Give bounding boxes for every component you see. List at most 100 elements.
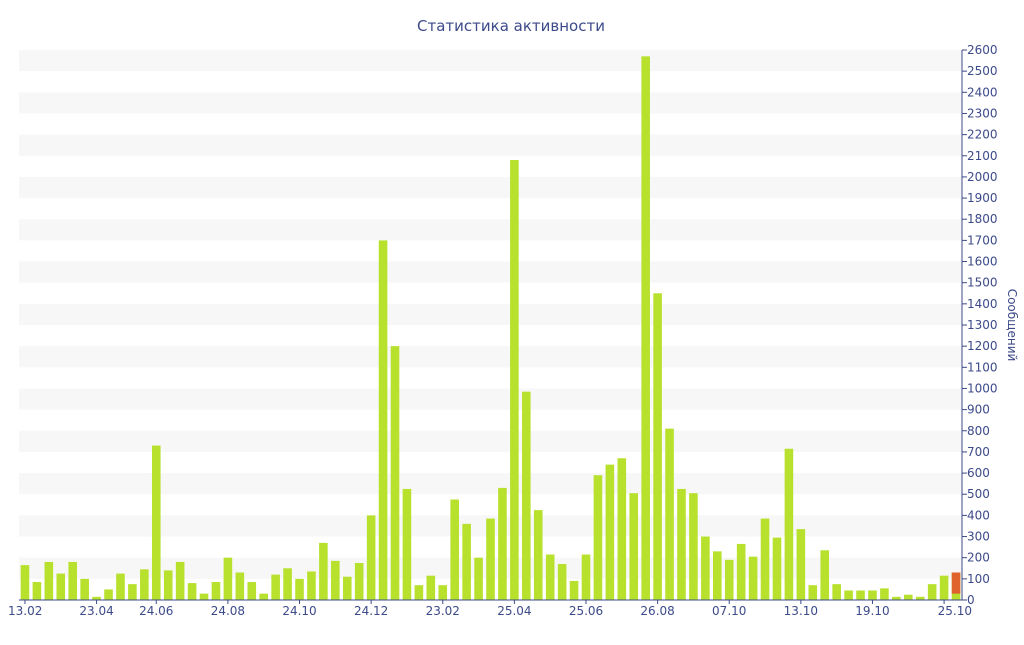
x-axis: 13.02 23.04 24.06 24.08 24.10 24.12 23.02 25.04… [8,599,972,618]
bar [677,488,686,600]
bar [426,575,436,600]
grid-band [19,388,962,410]
bar [80,578,89,600]
y-tick-label: 2200 [967,128,998,142]
x-tick-label: 25.10 [938,604,972,618]
y-tick-label: 700 [967,445,990,459]
bar [796,529,806,600]
x-tick-label: 24.08 [211,604,245,618]
y-tick-label: 300 [967,530,990,544]
y-tick-label: 1800 [967,212,998,226]
bar [450,499,459,600]
bar [880,588,889,600]
bar [247,582,257,600]
chart-title: Статистика активности [417,17,605,35]
x-tick-label: 19.10 [855,604,889,618]
bar [760,518,770,600]
grid-bands [19,50,962,579]
bar [808,585,818,600]
y-tick-label: 2000 [967,170,998,184]
bar [498,487,507,600]
bar [354,562,364,600]
bar [748,556,758,600]
grid-band [19,303,962,325]
bar [522,391,531,600]
y-tick-label: 100 [967,572,990,586]
bar [569,580,579,600]
bar [629,493,639,600]
bar [641,56,650,601]
x-tick-label: 13.10 [784,604,818,618]
bar [140,569,149,600]
bar [116,573,125,600]
x-tick-label: 26.08 [640,604,674,618]
y-axis-label: Сообщений [1005,289,1019,362]
grid-band [19,219,962,241]
bar [342,576,352,600]
bar [903,594,913,600]
y-axis: 0 100 200 300 400 500 600 700 800 900 1000 1100 1200… [961,43,998,607]
bar [235,572,245,600]
bar [939,575,949,600]
bar [199,593,209,600]
x-tick-label: 24.12 [354,604,388,618]
bar [331,560,340,600]
bar [701,536,710,600]
bar [211,582,221,600]
bar [617,458,627,600]
bar [844,590,853,600]
grid-band [19,134,962,156]
x-tick-label: 24.10 [282,604,316,618]
bar [259,593,268,600]
bar [474,557,483,600]
y-tick-label: 1400 [967,297,998,311]
y-tick-label: 0 [967,593,975,607]
bar [892,596,901,600]
bar [56,573,66,600]
x-tick-label: 23.02 [426,604,460,618]
x-tick-label: 25.04 [497,604,531,618]
grid-band [19,50,962,72]
bar [307,571,316,600]
y-tick-label: 1500 [967,276,998,290]
y-tick-label: 2400 [967,85,998,99]
bar [163,570,173,600]
bar [486,518,495,600]
bar [784,448,794,600]
bar [151,445,161,600]
x-tick-label: 24.06 [139,604,173,618]
bar [68,561,78,600]
y-tick-label: 900 [967,403,990,417]
bar-highlight [951,572,961,594]
grid-band [19,346,962,368]
bar [605,464,615,600]
y-tick-label: 500 [967,487,990,501]
bar [510,160,519,600]
bar [593,475,603,600]
bar [724,559,734,600]
x-tick-label: 13.02 [8,604,42,618]
bar [665,428,674,600]
bar [856,590,865,600]
bar [32,582,42,600]
bar [295,578,304,600]
bar [44,561,54,600]
bar [175,561,185,600]
grid-band [19,176,962,199]
bar [128,584,137,600]
bar [581,554,591,600]
y-tick-label: 1200 [967,339,998,353]
bar [820,550,830,600]
x-tick-label: 23.04 [79,604,113,618]
bar [92,596,101,600]
bar [832,584,841,600]
y-tick-label: 2100 [967,149,998,163]
bar [545,554,555,600]
bar [438,585,448,600]
bar [713,551,722,600]
bar [378,240,388,600]
bar [868,590,877,600]
bar [533,510,543,600]
y-tick-label: 200 [967,551,990,565]
